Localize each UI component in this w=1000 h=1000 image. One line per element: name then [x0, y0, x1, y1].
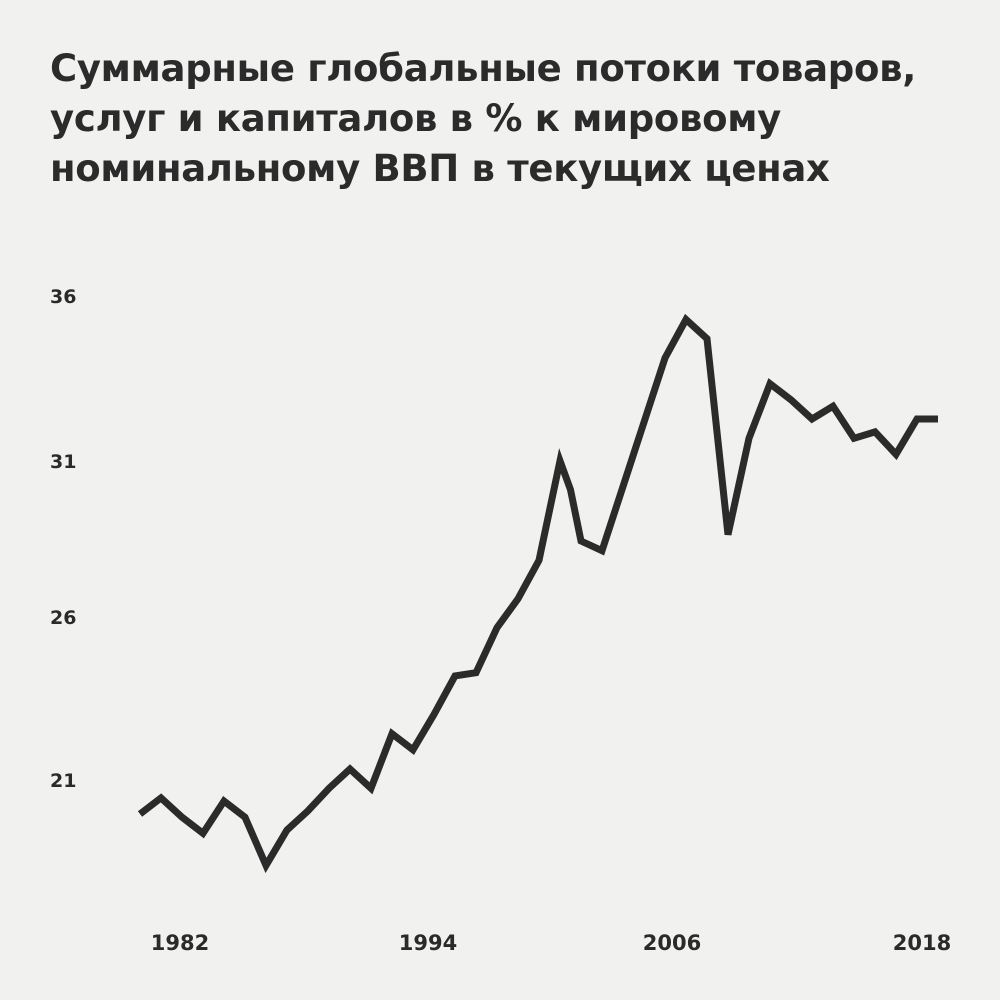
y-tick-label: 21	[50, 770, 76, 792]
series-layer	[137, 313, 938, 874]
x-tick-label: 1982	[151, 931, 209, 955]
x-tick-label: 1994	[399, 931, 457, 955]
x-tick-label: 2018	[893, 931, 951, 955]
y-tick-label: 31	[50, 451, 76, 473]
x-axis-ticks: 1982 1994 2006 2018	[151, 931, 951, 955]
series-line	[137, 313, 938, 874]
y-axis-ticks: 36 31 26 21	[50, 286, 76, 792]
y-tick-label: 26	[50, 607, 76, 629]
y-tick-label: 36	[50, 286, 76, 308]
chart-title: Суммарные глобальные потоки товаров, усл…	[50, 47, 916, 190]
x-tick-label: 2006	[643, 931, 701, 955]
